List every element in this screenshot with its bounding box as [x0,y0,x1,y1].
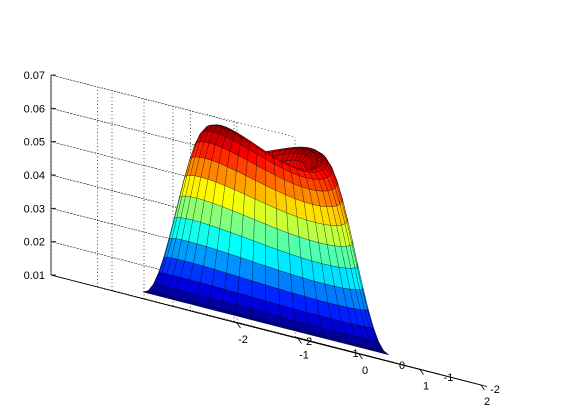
surface-patch [374,348,385,354]
y-tick-mark [294,336,302,339]
surface-patch [228,232,243,258]
y-tick-label: 0 [399,360,405,372]
surface-patch [214,249,229,274]
x-tick-mark [419,369,424,375]
x-tick-label: 2 [484,396,490,408]
surface-patch [240,236,254,263]
tick-labels: -2-1012-2-10120.010.020.030.040.050.060.… [24,70,500,408]
surface-patch [217,228,231,254]
z-tick-label: 0.07 [24,70,45,82]
surface-patch [226,253,241,278]
y-tick-label: -2 [490,384,500,396]
x-tick-mark [236,322,241,329]
y-tick-label: 1 [352,348,358,360]
axis-lines [50,74,488,391]
y-tick-mark [434,372,441,375]
x-tick-label: -2 [238,334,248,346]
floor-edge-line [50,274,238,324]
x-tick-label: -1 [299,350,309,362]
z-tick-label: 0.01 [24,270,45,282]
left-wall-grid-line [50,74,238,124]
x-tick-mark [297,338,302,344]
z-tick-label: 0.02 [24,237,45,249]
x-tick-mark [358,353,363,360]
surface-mesh [142,124,389,355]
x-tick-mark [480,384,485,391]
x-tick-label: 0 [362,365,368,377]
y-tick-mark [341,348,348,351]
z-tick-label: 0.03 [24,203,45,215]
y-tick-label: 2 [306,336,312,348]
x-tick-label: 1 [423,381,429,393]
y-tick-mark [480,384,488,387]
z-tick-label: 0.04 [24,170,45,182]
y-tick-mark [387,360,395,363]
y-tick-label: -1 [444,372,454,384]
z-tick-label: 0.06 [24,103,45,115]
surface-patch [252,240,266,267]
surface-patch [230,210,244,237]
z-tick-label: 0.05 [24,137,45,149]
